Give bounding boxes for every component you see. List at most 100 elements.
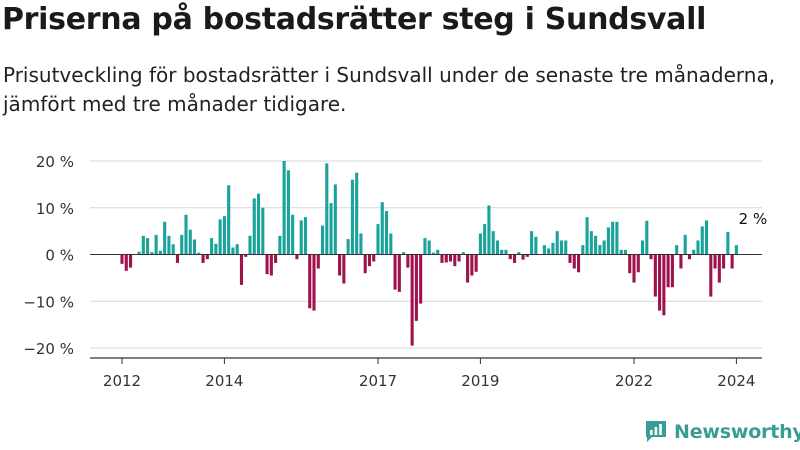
bar	[504, 249, 508, 255]
bar	[542, 245, 546, 255]
brand-name: Newsworthy	[674, 421, 800, 443]
bar	[521, 254, 525, 260]
bar	[649, 254, 653, 260]
x-tick-label: 2017	[359, 372, 397, 390]
bar	[530, 231, 534, 255]
bar	[431, 252, 436, 255]
bar	[500, 249, 504, 255]
bar	[730, 254, 734, 269]
bar	[269, 254, 273, 276]
bar	[512, 254, 517, 263]
bar	[726, 232, 730, 255]
bar	[376, 224, 380, 255]
bar	[150, 252, 154, 255]
bar	[491, 231, 495, 255]
bar	[564, 240, 568, 255]
bar	[308, 254, 312, 309]
bar	[466, 254, 470, 283]
bar	[606, 227, 610, 255]
bar	[137, 251, 141, 255]
bar	[534, 236, 538, 255]
bar	[312, 254, 316, 311]
bar	[623, 249, 628, 255]
bar	[363, 254, 367, 274]
bar	[457, 254, 461, 262]
bar	[444, 254, 448, 263]
bar	[559, 240, 564, 255]
bar	[585, 217, 589, 255]
bar	[171, 244, 175, 255]
bar	[188, 229, 192, 255]
bar	[346, 239, 350, 255]
bar	[419, 254, 423, 304]
bar	[487, 205, 491, 255]
bar	[141, 235, 145, 255]
bar	[286, 170, 290, 255]
bar	[244, 254, 248, 257]
bar	[611, 221, 615, 255]
x-tick-label: 2012	[103, 372, 141, 390]
bar	[508, 254, 512, 260]
newsworthy-logo-icon	[646, 421, 666, 442]
bar	[675, 245, 679, 255]
bar	[619, 249, 623, 255]
bar	[709, 254, 713, 297]
bar	[423, 238, 427, 255]
y-tick-label: −10 %	[23, 293, 74, 311]
bar	[700, 226, 704, 255]
bar	[632, 254, 636, 283]
bar	[453, 254, 457, 267]
bar	[180, 234, 184, 255]
y-tick-label: 20 %	[36, 153, 74, 171]
bar	[146, 238, 150, 255]
annotation-label: 2 %	[739, 210, 768, 228]
bar	[295, 254, 299, 260]
bar	[589, 231, 593, 255]
bar	[410, 254, 414, 346]
bar	[329, 203, 333, 255]
bar	[158, 250, 162, 255]
bar	[184, 214, 188, 255]
bar	[551, 242, 555, 255]
bar	[227, 185, 231, 255]
bar	[120, 254, 124, 264]
x-tick-label: 2024	[717, 372, 755, 390]
bar	[380, 202, 384, 255]
bar	[440, 254, 444, 263]
bar	[717, 254, 721, 283]
bar	[427, 240, 431, 255]
bar	[679, 254, 683, 269]
bar	[517, 252, 521, 255]
bar	[640, 240, 645, 255]
bar	[615, 221, 619, 255]
bar	[670, 254, 674, 288]
bar	[594, 235, 598, 255]
bar	[355, 172, 359, 255]
bar	[525, 254, 529, 257]
bar	[402, 252, 406, 255]
bar	[128, 254, 133, 268]
bar	[666, 254, 670, 288]
bar	[350, 179, 354, 255]
bar	[474, 254, 478, 272]
bar	[252, 198, 256, 255]
y-tick-label: 10 %	[36, 200, 74, 218]
x-tick-label: 2019	[461, 372, 499, 390]
bar	[197, 252, 201, 255]
bar	[256, 193, 261, 255]
bar	[436, 249, 440, 255]
bar	[389, 233, 393, 255]
bar	[555, 231, 559, 255]
bar	[568, 254, 572, 263]
bar	[653, 254, 657, 297]
bar	[372, 254, 376, 262]
bar	[713, 254, 717, 269]
y-tick-label: −20 %	[23, 340, 74, 358]
bar	[303, 217, 308, 255]
bar	[636, 254, 640, 273]
bar	[393, 254, 397, 290]
bar	[299, 220, 303, 255]
bar	[658, 254, 662, 311]
bar	[576, 254, 581, 273]
